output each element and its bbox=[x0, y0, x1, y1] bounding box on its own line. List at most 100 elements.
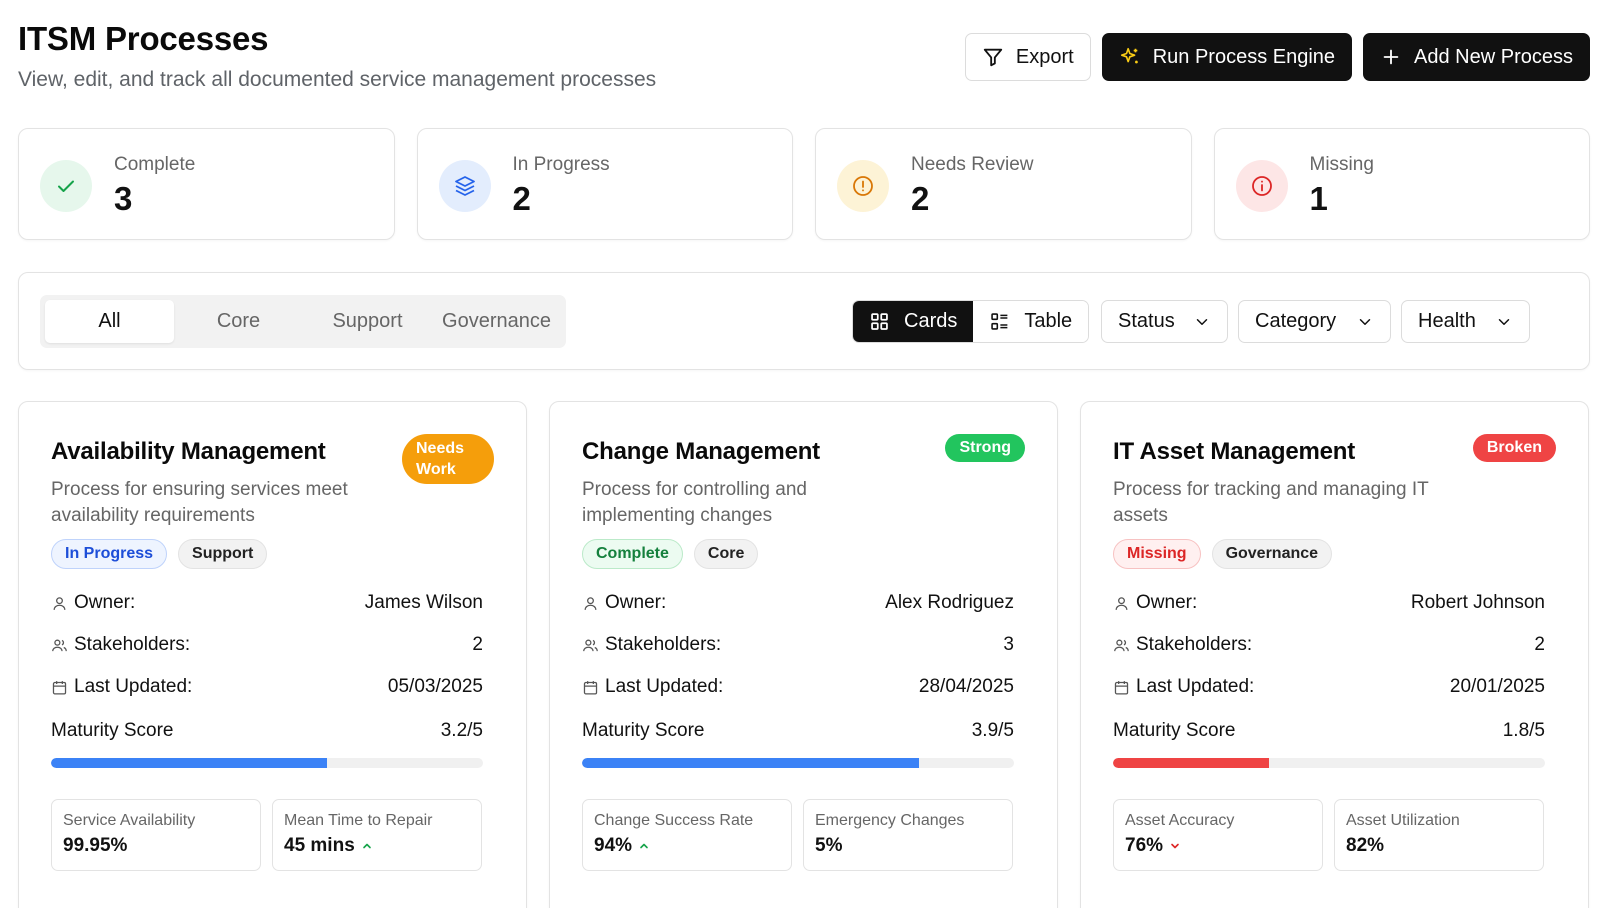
user-icon bbox=[584, 596, 597, 610]
tab-all[interactable]: All bbox=[45, 300, 174, 343]
stakeholders-row: Stakeholders: 2 bbox=[1113, 631, 1545, 659]
run-process-engine-label: Run Process Engine bbox=[1152, 45, 1336, 68]
process-metrics: Service Availability 99.95% Mean Time to… bbox=[51, 799, 483, 871]
maturity-progress-fill bbox=[582, 758, 919, 768]
health-dropdown[interactable]: Health bbox=[1401, 300, 1530, 343]
process-card-it-asset-management[interactable]: IT Asset Management Broken Process for t… bbox=[1080, 401, 1589, 908]
metric-label: Asset Utilization bbox=[1346, 812, 1460, 829]
run-process-engine-button[interactable]: Run Process Engine bbox=[1101, 33, 1353, 81]
status-dropdown[interactable]: Status bbox=[1101, 300, 1228, 343]
last-updated-label: Last Updated: bbox=[605, 676, 724, 697]
tab-governance[interactable]: Governance bbox=[442, 310, 551, 332]
header-actions: Export Run Process Engine Add New Proces… bbox=[964, 33, 1590, 81]
maturity-progress-fill bbox=[1113, 758, 1269, 768]
metric-value: 94% bbox=[594, 835, 650, 857]
table-view-button[interactable]: Table bbox=[973, 301, 1089, 342]
list-icon bbox=[991, 313, 1008, 330]
page-title: ITSM Processes bbox=[18, 20, 269, 57]
maturity-score-value: 3.2/5 bbox=[440, 720, 483, 741]
check-icon bbox=[40, 160, 92, 212]
owner-value: Alex Rodriguez bbox=[885, 592, 1014, 613]
process-card-availability-management[interactable]: Availability Management Needs Work Proce… bbox=[18, 401, 527, 908]
last-updated-row: Last Updated: 20/01/2025 bbox=[1113, 673, 1545, 701]
page-header: ITSM Processes View, edit, and track all… bbox=[18, 18, 1590, 98]
sparkles-icon bbox=[1120, 47, 1138, 64]
table-view-label: Table bbox=[1024, 310, 1073, 332]
tab-core[interactable]: Core bbox=[216, 310, 261, 332]
chevron-down-icon bbox=[1196, 318, 1208, 325]
maturity-score-label: Maturity Score bbox=[1113, 720, 1236, 741]
stat-value: 2 bbox=[911, 180, 930, 217]
status-badge: Complete bbox=[582, 539, 683, 569]
stat-card-in-progress: In Progress 2 bbox=[416, 128, 793, 240]
stat-value: 1 bbox=[1309, 180, 1328, 217]
maturity-progress-bar bbox=[582, 758, 1014, 768]
stat-card-needs-review: Needs Review 2 bbox=[815, 128, 1192, 240]
process-card-change-management[interactable]: Change Management Strong Process for con… bbox=[549, 401, 1058, 908]
users-icon bbox=[583, 639, 598, 651]
last-updated-row: Last Updated: 05/03/2025 bbox=[51, 673, 483, 701]
last-updated-value: 28/04/2025 bbox=[918, 676, 1014, 697]
metric-tile: Asset Utilization 82% bbox=[1334, 799, 1544, 871]
last-updated-value: 20/01/2025 bbox=[1449, 676, 1545, 697]
export-button-label: Export bbox=[1015, 45, 1074, 68]
chevron-down-icon bbox=[1359, 318, 1371, 325]
metric-value: 5% bbox=[815, 835, 842, 857]
maturity-progress-fill bbox=[51, 758, 328, 768]
metric-tile: Change Success Rate 94% bbox=[582, 799, 792, 871]
process-metrics: Asset Accuracy 76% Asset Utilization 82% bbox=[1113, 799, 1545, 871]
maturity-score-label: Maturity Score bbox=[582, 720, 705, 741]
metric-value: 82% bbox=[1346, 835, 1384, 857]
calendar-icon bbox=[52, 680, 67, 695]
health-dropdown-label: Health bbox=[1418, 310, 1476, 332]
user-icon bbox=[1115, 596, 1128, 610]
metric-tile: Service Availability 99.95% bbox=[51, 799, 261, 871]
metric-value-text: 45 mins bbox=[284, 835, 355, 856]
alert-circle-icon bbox=[837, 160, 889, 212]
metric-tile: Emergency Changes 5% bbox=[803, 799, 1013, 871]
layers-icon bbox=[438, 160, 491, 212]
export-button[interactable]: Export bbox=[964, 33, 1091, 81]
owner-label: Owner: bbox=[1136, 592, 1198, 613]
stat-value: 2 bbox=[512, 180, 531, 217]
maturity-score-row: Maturity Score 3.2/5 bbox=[51, 720, 483, 742]
users-icon bbox=[52, 639, 67, 651]
stakeholders-label: Stakeholders: bbox=[1136, 634, 1253, 655]
metric-label: Mean Time to Repair bbox=[284, 812, 433, 829]
process-description: Process for ensuring services meet avail… bbox=[51, 479, 348, 526]
metric-value-text: 82% bbox=[1346, 835, 1385, 856]
category-dropdown[interactable]: Category bbox=[1238, 300, 1391, 343]
stakeholders-label: Stakeholders: bbox=[605, 634, 722, 655]
process-tags: Missing Governance bbox=[1113, 539, 1333, 569]
stat-value: 3 bbox=[114, 180, 133, 217]
status-badge: In Progress bbox=[51, 539, 168, 569]
trend-up-icon bbox=[640, 843, 648, 849]
process-title: Change Management bbox=[582, 438, 820, 465]
category-badge: Support bbox=[178, 539, 268, 569]
process-cards: Availability Management Needs Work Proce… bbox=[18, 401, 1590, 908]
maturity-progress-bar bbox=[51, 758, 483, 768]
chevron-down-icon bbox=[1498, 318, 1510, 325]
stakeholders-label: Stakeholders: bbox=[74, 634, 191, 655]
maturity-score-label: Maturity Score bbox=[51, 720, 174, 741]
metric-value: 76% bbox=[1125, 835, 1181, 857]
maturity-score-value: 1.8/5 bbox=[1502, 720, 1545, 741]
add-new-process-button[interactable]: Add New Process bbox=[1363, 33, 1590, 81]
metric-value-text: 94% bbox=[594, 835, 633, 856]
filter-icon bbox=[983, 48, 1003, 67]
process-tags: In Progress Support bbox=[51, 539, 268, 569]
stakeholders-value: 2 bbox=[1534, 634, 1545, 655]
category-dropdown-label: Category bbox=[1255, 310, 1337, 332]
cards-view-label: Cards bbox=[904, 310, 958, 332]
calendar-icon bbox=[583, 680, 598, 695]
owner-label: Owner: bbox=[605, 592, 667, 613]
health-badge: Strong bbox=[945, 434, 1025, 462]
metric-tile: Mean Time to Repair 45 mins bbox=[272, 799, 482, 871]
stat-card-missing: Missing 1 bbox=[1213, 128, 1590, 240]
stakeholders-value: 2 bbox=[472, 634, 483, 655]
metric-label: Emergency Changes bbox=[815, 812, 965, 829]
cards-view-button[interactable]: Cards bbox=[853, 301, 974, 342]
trend-up-icon bbox=[362, 843, 371, 849]
user-icon bbox=[53, 596, 66, 610]
tab-support[interactable]: Support bbox=[332, 310, 403, 332]
